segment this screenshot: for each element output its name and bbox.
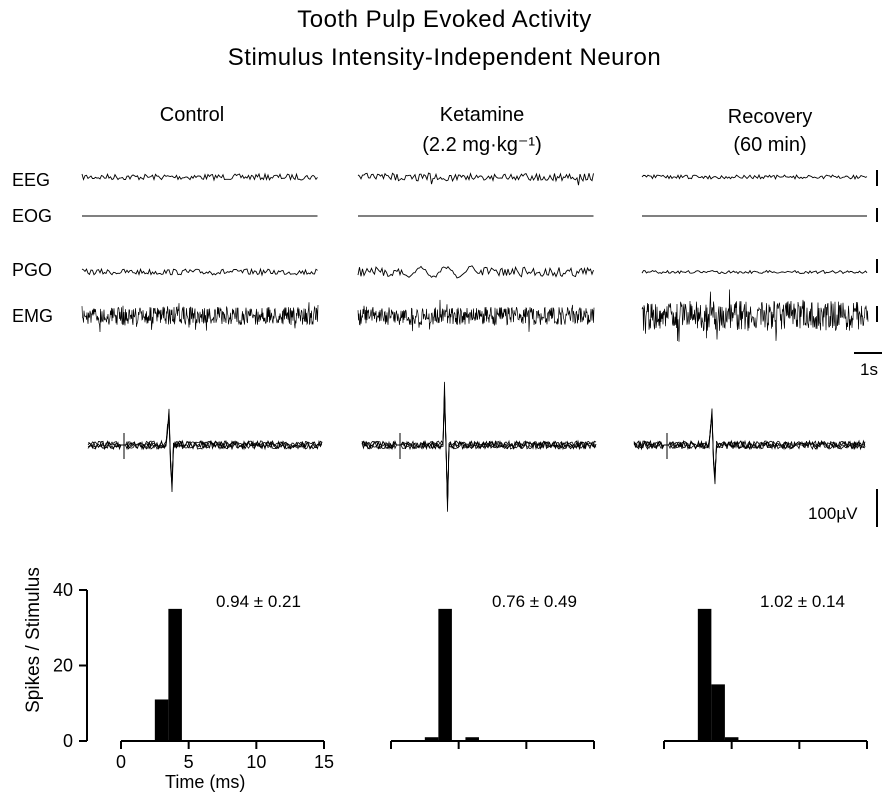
row-label-eeg: EEG [12,170,51,190]
trace-control-eeg [81,172,318,182]
row-label-eog: EOG [12,206,53,226]
row-label-emg: EMG [12,306,54,326]
histogram-bar-ketamine [438,608,452,741]
evoked-trace-ketamine [361,392,597,512]
histogram-group: 0 20 40 0 5 10 15 [53,580,868,772]
histogram-bar-control [168,608,182,741]
evoked-trace-control [87,411,323,486]
column-sublabel-recovery: (60 min) [733,134,807,156]
figure-title-line1: Tooth Pulp Evoked Activity [297,6,592,33]
stat-control: 0.94 ± 0.21 [216,592,301,611]
trace-control-emg [81,302,319,333]
x-tick-label: 10 [246,752,266,772]
trace-recovery-emg [641,289,869,342]
y-tick-label: 20 [53,656,73,676]
x-axis-title: Time (ms) [165,772,246,792]
x-tick-label: 5 [184,752,194,772]
trace-control-pgo [81,267,318,277]
time-scale-label: 1s [860,360,878,379]
histogram-bar-recovery [711,684,725,741]
stat-ketamine: 0.76 ± 0.49 [492,592,577,611]
histogram-bar-ketamine [465,737,479,741]
column-label-control: Control [159,104,225,126]
trace-ketamine-pgo [357,265,594,279]
histogram-bar-recovery [724,737,739,741]
trace-recovery-eeg [641,173,868,181]
column-label-recovery: Recovery [727,106,813,128]
evoked-trace-control [87,421,323,484]
histogram-bar-recovery [697,608,712,741]
column-sublabel-ketamine: (2.2 mg·kg⁻¹) [422,134,542,156]
row-label-pgo: PGO [12,260,53,280]
y-tick-label: 40 [53,580,73,600]
trace-ketamine-emg [357,299,595,332]
evoked-trace-control [87,414,323,485]
figure-title-line2: Stimulus Intensity-Independent Neuron [227,44,662,71]
column-label-ketamine: Ketamine [439,104,525,126]
stat-recovery: 1.02 ± 0.14 [760,592,845,611]
histogram-bar-ketamine [424,737,439,741]
x-tick-label: 15 [314,752,334,772]
evoked-trace-ketamine [361,381,597,507]
evoked-trace-control [87,408,323,493]
evoked-trace-ketamine [361,398,597,504]
trace-ketamine-eeg [357,172,594,186]
x-tick-label: 0 [116,752,126,772]
histogram-bar-control [154,699,169,741]
evoked-trace-recovery [633,415,866,485]
trace-group [81,172,869,512]
voltage-scale-label: 100µV [808,504,858,523]
evoked-trace-recovery [633,413,866,474]
y-tick-label: 0 [63,731,73,751]
scalebar-group [854,170,882,527]
trace-recovery-pgo [641,269,868,275]
